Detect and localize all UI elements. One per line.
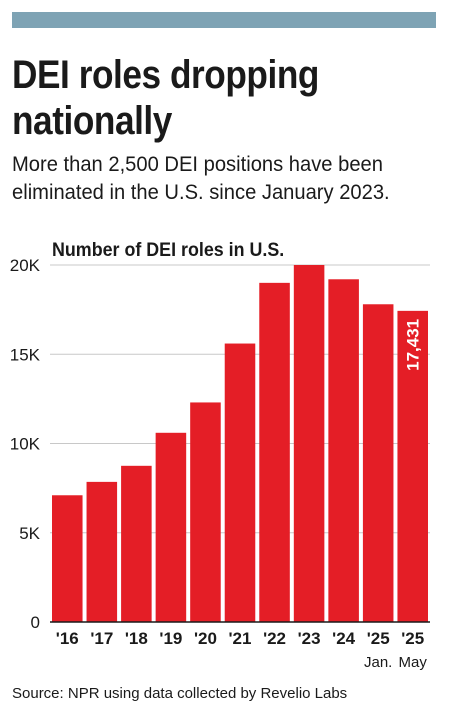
source-note: Source: NPR using data collected by Reve… <box>12 685 348 702</box>
x-tick-label: '19 <box>159 629 182 648</box>
bar <box>86 481 118 622</box>
subtitle: More than 2,500 DEI positions have been … <box>12 151 425 207</box>
bar <box>362 304 394 622</box>
headline: DEI roles dropping nationally <box>12 52 390 144</box>
bar <box>52 495 83 622</box>
bar <box>190 402 221 622</box>
headline-line-2: nationally <box>12 99 172 143</box>
bar <box>259 282 290 622</box>
bar <box>121 465 152 622</box>
bar <box>293 265 325 622</box>
chart-title: Number of DEI roles in U.S. <box>52 240 288 262</box>
x-tick-label: '24 <box>332 629 355 648</box>
x-tick-label: '20 <box>194 629 217 648</box>
x-tick-sublabel: May <box>399 654 428 671</box>
x-tick-label: '18 <box>125 629 148 648</box>
y-tick-label: 15K <box>10 345 41 364</box>
x-tick-label: '25 <box>401 629 424 648</box>
subtitle-line-2: eliminated in the U.S. since January 202… <box>12 181 390 204</box>
x-tick-label: '25 <box>367 629 390 648</box>
data-label: 17,431 <box>404 319 423 371</box>
top-accent-bar <box>12 12 436 28</box>
y-tick-label: 10K <box>10 435 41 454</box>
y-tick-label: 20K <box>10 256 41 275</box>
bar <box>328 279 359 622</box>
x-tick-label: '21 <box>229 629 252 648</box>
bar <box>224 343 256 622</box>
x-tick-label: '23 <box>298 629 321 648</box>
headline-line-1: DEI roles dropping <box>12 53 319 97</box>
bar <box>155 432 187 622</box>
x-tick-label: '16 <box>56 629 79 648</box>
x-tick-sublabel: Jan. <box>364 654 392 671</box>
bar <box>397 310 428 622</box>
y-tick-label: 5K <box>19 524 40 543</box>
x-tick-label: '22 <box>263 629 286 648</box>
x-tick-label: '17 <box>90 629 113 648</box>
y-tick-label: 0 <box>31 613 40 632</box>
subtitle-line-1: More than 2,500 DEI positions have been <box>12 153 383 176</box>
